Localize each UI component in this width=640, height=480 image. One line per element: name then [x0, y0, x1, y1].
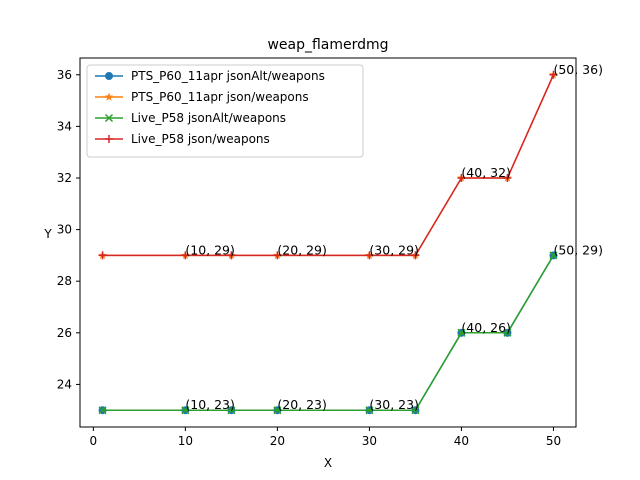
legend: PTS_P60_11apr jsonAlt/weapons PTS_P60_11a…	[86, 64, 364, 158]
point-annotation: (50, 29)	[553, 242, 603, 257]
y-tick-label: 34	[57, 119, 72, 133]
legend-item: PTS_P60_11apr json/weapons	[95, 90, 309, 104]
point-annotation: (40, 26)	[461, 320, 511, 335]
point-annotation: (40, 32)	[461, 165, 511, 180]
data-point	[503, 173, 512, 182]
data-point	[98, 251, 107, 260]
data-point	[273, 406, 282, 415]
legend-item: Live_P58 jsonAlt/weapons	[95, 111, 286, 125]
legend-item: PTS_P60_11apr jsonAlt/weapons	[95, 69, 325, 83]
plot-frame	[79, 57, 577, 428]
point-annotation: (50, 36)	[553, 62, 603, 77]
y-tick-label: 30	[57, 223, 72, 237]
y-tick-label: 26	[57, 326, 72, 340]
legend-label: Live_P58 jsonAlt/weapons	[131, 111, 286, 125]
axis-ticks: 0 10 20 30 40 50 24 26 28 30 32 34 36	[57, 68, 561, 448]
legend-label: Live_P58 json/weapons	[131, 132, 270, 146]
legend-box	[86, 64, 364, 158]
data-point	[411, 251, 420, 260]
chart-title: weap_flamerdmg	[267, 37, 388, 53]
data-point	[181, 251, 190, 260]
x-tick-label: 40	[454, 434, 469, 448]
data-point	[227, 251, 236, 260]
data-point	[227, 406, 236, 415]
y-tick-label: 28	[57, 274, 72, 288]
legend-marker	[104, 92, 114, 101]
data-point	[549, 70, 558, 79]
legend-marker	[105, 72, 113, 80]
point-annotation: (30, 29)	[369, 242, 419, 257]
x-tick-label: 20	[270, 434, 285, 448]
data-point	[98, 406, 107, 415]
annotations-layer: (10, 29) (20, 29) (30, 29) (40, 32) (50, 36)…	[185, 62, 603, 412]
legend-label: PTS_P60_11apr json/weapons	[131, 90, 309, 104]
legend-item: Live_P58 json/weapons	[95, 132, 270, 146]
y-axis-label: Y	[43, 227, 52, 241]
legend-marker	[104, 113, 114, 123]
x-tick-label: 0	[90, 434, 98, 448]
data-point	[365, 251, 374, 260]
data-point	[457, 328, 466, 337]
legend-label: PTS_P60_11apr jsonAlt/weapons	[131, 69, 325, 83]
y-tick-label: 32	[57, 171, 72, 185]
x-tick-label: 30	[362, 434, 377, 448]
y-tick-label: 36	[57, 68, 72, 82]
point-annotation: (30, 23)	[369, 397, 419, 412]
data-point	[273, 251, 282, 260]
x-axis-label: X	[324, 456, 332, 470]
series-3	[98, 251, 558, 415]
legend-marker	[105, 135, 113, 143]
data-point	[549, 251, 558, 260]
data-point	[181, 406, 190, 415]
point-annotation: (20, 23)	[277, 397, 327, 412]
series-layer	[98, 70, 558, 415]
series-4	[98, 70, 558, 260]
point-annotation: (10, 23)	[185, 397, 235, 412]
x-tick-label: 10	[178, 434, 193, 448]
data-point	[503, 328, 512, 337]
data-point	[457, 173, 466, 182]
data-point	[411, 406, 420, 415]
point-annotation: (20, 29)	[277, 242, 327, 257]
x-tick-label: 50	[546, 434, 561, 448]
point-annotation: (10, 29)	[185, 242, 235, 257]
data-point	[365, 406, 374, 415]
y-tick-label: 24	[57, 377, 72, 391]
